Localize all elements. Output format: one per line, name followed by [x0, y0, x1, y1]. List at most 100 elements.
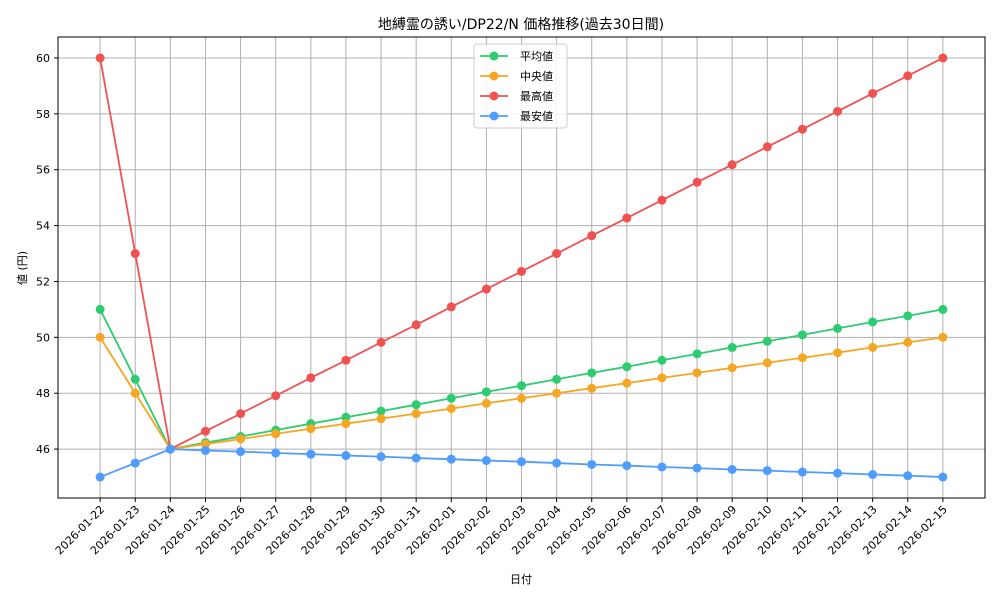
data-point	[271, 391, 281, 401]
data-point	[552, 374, 562, 384]
data-point	[552, 388, 562, 398]
data-point	[165, 444, 175, 454]
data-point	[868, 470, 878, 480]
data-point	[271, 429, 281, 439]
data-point	[411, 400, 421, 410]
data-point	[622, 461, 632, 471]
data-point	[868, 88, 878, 98]
data-point	[341, 419, 351, 429]
data-point	[657, 195, 667, 205]
data-point	[376, 414, 386, 424]
data-point	[200, 446, 210, 456]
x-axis-label: 日付	[510, 573, 532, 586]
data-point	[903, 71, 913, 81]
data-point	[938, 332, 948, 342]
data-point	[868, 342, 878, 352]
y-tick-label: 48	[36, 387, 50, 400]
data-point	[411, 453, 421, 463]
data-point	[657, 373, 667, 383]
data-point	[95, 304, 105, 314]
data-point	[481, 456, 491, 466]
data-point	[657, 462, 667, 472]
data-point	[692, 368, 702, 378]
data-point	[833, 348, 843, 358]
data-point	[481, 387, 491, 397]
data-point	[446, 393, 456, 403]
data-point	[938, 53, 948, 63]
data-point	[762, 466, 772, 476]
data-point	[411, 320, 421, 330]
data-point	[411, 409, 421, 419]
data-point	[797, 124, 807, 134]
data-point	[200, 426, 210, 436]
data-point	[797, 330, 807, 340]
data-point	[622, 378, 632, 388]
data-point	[622, 362, 632, 372]
data-point	[517, 393, 526, 403]
y-tick-label: 58	[36, 108, 50, 121]
data-point	[762, 336, 772, 346]
y-tick-label: 54	[36, 220, 50, 233]
data-point	[446, 454, 456, 464]
data-point	[376, 452, 386, 462]
chart-title: 地縛霊の誘い/DP22/N 価格推移(過去30日間)	[378, 16, 664, 33]
data-point	[868, 317, 878, 327]
data-point	[130, 458, 140, 468]
data-point	[762, 142, 772, 152]
data-point	[587, 231, 597, 241]
data-point	[797, 467, 807, 477]
data-point	[727, 465, 737, 475]
y-axis-ticks: 46 48 50 52 54 56 58 60	[36, 52, 58, 456]
data-point	[376, 406, 386, 416]
data-point	[95, 332, 105, 342]
data-point	[587, 368, 597, 378]
data-point	[271, 448, 281, 458]
data-point	[376, 337, 386, 347]
data-point	[552, 458, 562, 468]
data-point	[446, 302, 456, 312]
data-point	[517, 381, 526, 391]
data-point	[306, 449, 316, 459]
data-point	[692, 463, 702, 473]
data-point	[727, 160, 737, 170]
data-point	[903, 471, 913, 481]
series-最安値	[95, 444, 948, 482]
data-point	[95, 53, 105, 63]
data-point	[517, 457, 526, 467]
grid	[58, 37, 985, 498]
data-point	[552, 249, 562, 259]
data-point	[903, 337, 913, 347]
data-point	[762, 358, 772, 368]
data-point	[236, 447, 246, 457]
y-tick-label: 50	[36, 331, 50, 344]
x-axis-ticks: 2026-01-222026-01-232026-01-242026-01-25…	[53, 498, 950, 557]
data-point	[481, 284, 491, 294]
y-tick-label: 52	[36, 275, 50, 288]
legend-label: 中央値	[520, 70, 553, 83]
series-中央値	[95, 332, 948, 454]
data-point	[130, 249, 140, 259]
data-point	[587, 459, 597, 469]
data-point	[236, 409, 246, 419]
data-point	[306, 373, 316, 383]
legend-label: 最高値	[520, 89, 553, 103]
data-point	[903, 311, 913, 321]
data-point	[938, 472, 948, 482]
data-point	[657, 355, 667, 365]
data-point	[341, 451, 351, 461]
y-tick-label: 46	[36, 443, 50, 456]
data-point	[797, 353, 807, 363]
data-point	[727, 342, 737, 352]
data-point	[341, 412, 351, 422]
data-point	[692, 349, 702, 359]
data-point	[833, 468, 843, 478]
data-point	[236, 434, 246, 444]
data-point	[692, 177, 702, 187]
data-point	[833, 323, 843, 333]
legend-label: 平均値	[520, 50, 553, 63]
data-point	[481, 398, 491, 408]
data-point	[446, 404, 456, 414]
data-point	[306, 424, 316, 434]
